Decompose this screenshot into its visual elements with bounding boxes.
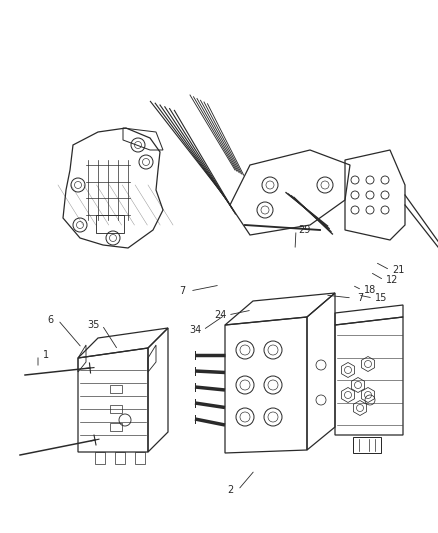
Text: 29: 29 [298, 225, 310, 235]
Text: 7: 7 [357, 293, 363, 303]
Text: 21: 21 [392, 265, 404, 275]
Text: 1: 1 [43, 350, 49, 360]
Bar [135, 452, 145, 464]
Bar [96, 215, 124, 233]
Text: 24: 24 [214, 310, 226, 320]
Text: 35: 35 [88, 320, 100, 330]
Bar [353, 437, 381, 453]
Text: 34: 34 [189, 325, 201, 335]
Bar [110, 405, 122, 413]
Bar [110, 385, 122, 393]
Text: 18: 18 [364, 285, 376, 295]
Text: 6: 6 [47, 315, 53, 325]
Bar [110, 423, 122, 431]
Text: 15: 15 [375, 293, 387, 303]
Bar [95, 452, 105, 464]
Text: 7: 7 [179, 286, 185, 296]
Text: 2: 2 [227, 485, 233, 495]
Text: 12: 12 [386, 275, 398, 285]
Bar [115, 452, 125, 464]
